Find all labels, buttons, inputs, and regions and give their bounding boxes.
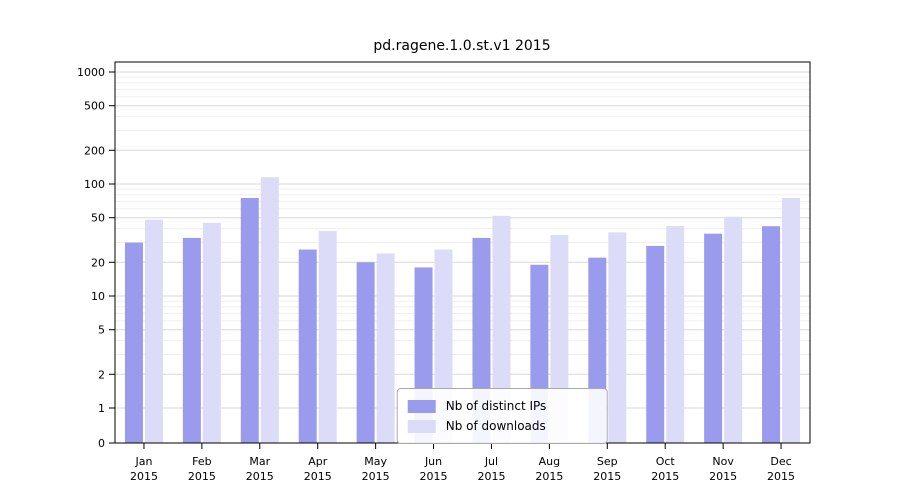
x-tick-label-month: Oct	[656, 455, 676, 468]
x-tick-label-year: 2015	[362, 470, 390, 483]
x-tick-label-month: Aug	[539, 455, 560, 468]
legend: Nb of distinct IPs Nb of downloads	[396, 388, 608, 444]
legend-swatch-downloads	[407, 419, 436, 433]
x-tick-label-month: Jan	[134, 455, 152, 468]
bar-downloads-may	[376, 253, 395, 443]
x-tick-label-month: Sep	[597, 455, 618, 468]
x-tick-label-month: Nov	[712, 455, 734, 468]
x-tick-label-month: Jun	[424, 455, 442, 468]
y-tick-label: 100	[84, 178, 105, 191]
legend-label-downloads: Nb of downloads	[445, 419, 546, 433]
bar-distinct-ips-feb	[182, 237, 201, 443]
bar-distinct-ips-dec	[762, 226, 781, 443]
x-tick-label-month: Dec	[770, 455, 791, 468]
bar-downloads-oct	[666, 226, 685, 443]
legend-item-distinct-ips: Nb of distinct IPs	[407, 396, 547, 416]
y-tick-label: 10	[91, 290, 105, 303]
chart-title: pd.ragene.1.0.st.v1 2015	[373, 38, 551, 54]
bar-downloads-nov	[724, 216, 743, 443]
bar-downloads-apr	[318, 231, 337, 443]
x-tick-label-month: Apr	[308, 455, 328, 468]
x-tick-label-year: 2015	[246, 470, 274, 483]
x-tick-label-year: 2015	[709, 470, 737, 483]
bar-distinct-ips-may	[356, 262, 375, 443]
x-tick-label-year: 2015	[651, 470, 679, 483]
x-tick-label-month: Jul	[484, 455, 498, 468]
x-tick-label-year: 2015	[535, 470, 563, 483]
x-tick-label-year: 2015	[420, 470, 448, 483]
y-tick-label: 1	[98, 402, 105, 415]
x-tick-label-month: Mar	[249, 455, 270, 468]
legend-label-distinct-ips: Nb of distinct IPs	[445, 399, 547, 413]
bar-downloads-jul	[492, 215, 511, 443]
y-tick-label: 1000	[77, 66, 105, 79]
bar-distinct-ips-oct	[646, 245, 665, 443]
y-tick-label: 50	[91, 212, 105, 225]
x-tick-label-month: May	[364, 455, 387, 468]
x-tick-label-month: Feb	[192, 455, 211, 468]
bar-distinct-ips-mar	[240, 197, 259, 443]
y-tick-label: 5	[98, 324, 105, 337]
x-tick-label-year: 2015	[477, 470, 505, 483]
x-tick-label-year: 2015	[188, 470, 216, 483]
y-tick-label: 0	[98, 437, 105, 450]
bar-downloads-feb	[202, 222, 221, 443]
y-tick-label: 20	[91, 256, 105, 269]
legend-swatch-distinct-ips	[407, 399, 436, 413]
x-tick-label-year: 2015	[130, 470, 158, 483]
bar-downloads-mar	[260, 177, 279, 443]
bar-distinct-ips-nov	[704, 233, 723, 443]
legend-item-downloads: Nb of downloads	[407, 416, 547, 436]
bar-distinct-ips-apr	[298, 249, 317, 443]
bar-downloads-jan	[144, 219, 163, 443]
x-tick-label-year: 2015	[304, 470, 332, 483]
bar-distinct-ips-jan	[124, 242, 143, 443]
y-tick-label: 200	[84, 144, 105, 157]
y-tick-label: 2	[98, 368, 105, 381]
x-tick-label-year: 2015	[593, 470, 621, 483]
bar-downloads-dec	[782, 197, 801, 443]
y-tick-label: 500	[84, 100, 105, 113]
bar-downloads-sep	[608, 232, 627, 443]
x-tick-label-year: 2015	[767, 470, 795, 483]
